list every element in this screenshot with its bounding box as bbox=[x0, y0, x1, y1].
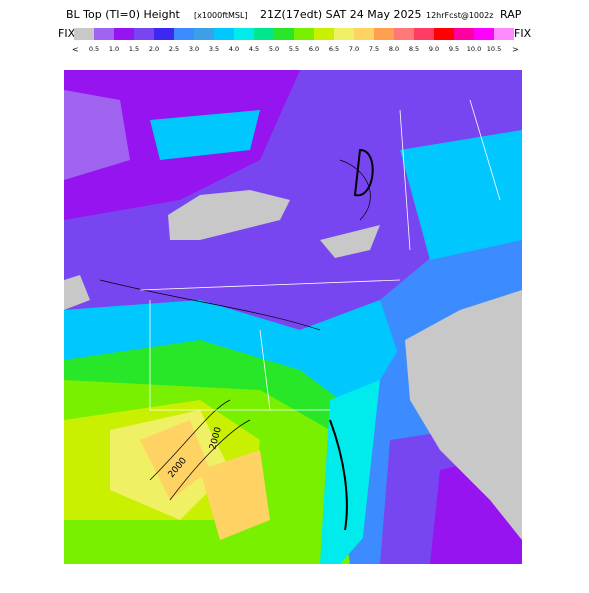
color-swatch bbox=[174, 28, 194, 40]
color-swatch bbox=[494, 28, 514, 40]
color-swatch bbox=[434, 28, 454, 40]
legend-label: 7.0 bbox=[349, 45, 359, 53]
legend-label: 5.5 bbox=[289, 45, 299, 53]
legend-label: 1.5 bbox=[129, 45, 139, 53]
legend-label: 2.0 bbox=[149, 45, 159, 53]
color-swatch bbox=[74, 28, 94, 40]
legend-label: 8.0 bbox=[389, 45, 399, 53]
units: [x1000ftMSL] bbox=[194, 11, 248, 20]
colorbar: 0.5 1.0 1.5 2.0 2.5 3.0 3.5 4.0 4.5 5.0 5.5 6.0 6.5 7… bbox=[74, 28, 514, 53]
legend-label: 9.5 bbox=[449, 45, 459, 53]
arrow-right: > bbox=[512, 45, 519, 54]
legend-label: 7.5 bbox=[369, 45, 379, 53]
color-swatch bbox=[294, 28, 314, 40]
color-swatch bbox=[474, 28, 494, 40]
legend-label: 9.0 bbox=[429, 45, 439, 53]
legend-label: 8.5 bbox=[409, 45, 419, 53]
legend-label: 5.0 bbox=[269, 45, 279, 53]
legend-label: 10.0 bbox=[467, 45, 481, 53]
legend-label: 10.5 bbox=[487, 45, 501, 53]
legend-label: 6.0 bbox=[309, 45, 319, 53]
color-swatch bbox=[334, 28, 354, 40]
color-swatch bbox=[154, 28, 174, 40]
color-swatch bbox=[414, 28, 434, 40]
legend-label: 3.5 bbox=[209, 45, 219, 53]
legend-label: 4.0 bbox=[229, 45, 239, 53]
color-swatch bbox=[394, 28, 414, 40]
color-swatch bbox=[254, 28, 274, 40]
color-swatch bbox=[234, 28, 254, 40]
fix-right: FIX bbox=[514, 27, 532, 40]
legend-label: 3.0 bbox=[189, 45, 199, 53]
legend-label: 4.5 bbox=[249, 45, 259, 53]
valid-time: 21Z(17edt) SAT 24 May 2025 bbox=[260, 8, 421, 21]
fix-left: FIX bbox=[58, 27, 76, 40]
color-swatch bbox=[274, 28, 294, 40]
legend-label: 6.5 bbox=[329, 45, 339, 53]
legend-label: 2.5 bbox=[169, 45, 179, 53]
color-swatch bbox=[114, 28, 134, 40]
color-swatch bbox=[134, 28, 154, 40]
legend-label: 1.0 bbox=[109, 45, 119, 53]
color-swatch bbox=[374, 28, 394, 40]
color-swatch bbox=[354, 28, 374, 40]
forecast: 12hrFcst@1002z bbox=[426, 11, 493, 20]
map bbox=[64, 70, 522, 564]
color-swatch bbox=[454, 28, 474, 40]
arrow-left: < bbox=[72, 45, 79, 54]
title: BL Top (TI=0) Height bbox=[66, 8, 181, 21]
color-swatch bbox=[314, 28, 334, 40]
color-swatch bbox=[194, 28, 214, 40]
legend-label: 0.5 bbox=[89, 45, 99, 53]
color-swatch bbox=[94, 28, 114, 40]
color-swatch bbox=[214, 28, 234, 40]
model: RAP bbox=[500, 8, 522, 21]
